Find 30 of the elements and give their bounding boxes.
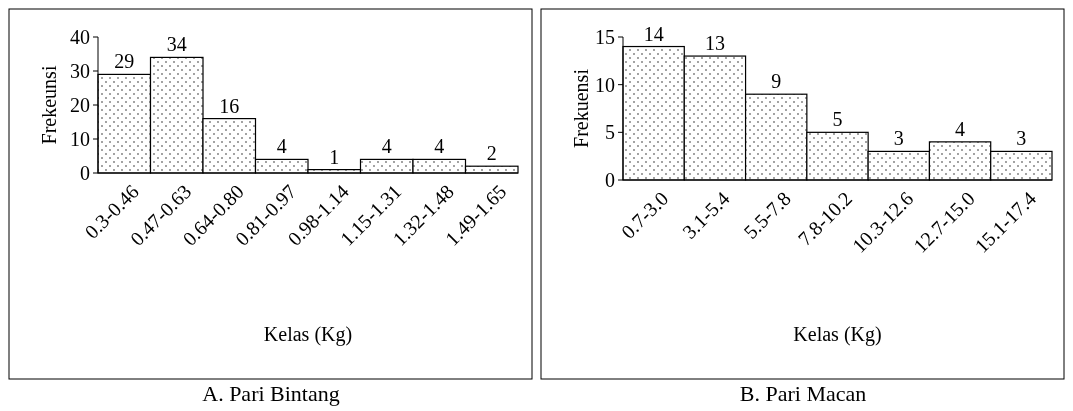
data-label: 13	[704, 32, 725, 55]
data-label: 4	[434, 135, 445, 158]
data-label: 16	[219, 94, 240, 117]
x-axis-title: Kelas (Kg)	[792, 323, 882, 346]
y-tick-label: 10	[70, 128, 90, 150]
data-label: 3	[893, 127, 904, 150]
data-label: 3	[1015, 127, 1026, 150]
y-tick-label: 0	[604, 169, 615, 191]
data-label: 1	[329, 145, 340, 168]
data-label: 5	[832, 108, 842, 131]
y-tick-label: 15	[594, 26, 615, 48]
y-tick-label: 10	[594, 73, 615, 96]
data-label: 9	[770, 70, 781, 93]
y-tick-label: 0	[80, 162, 90, 184]
data-label: 4	[381, 135, 392, 158]
text: B. Pari Macan	[739, 381, 866, 406]
data-label: 14	[643, 22, 664, 45]
y-tick-label: 40	[70, 26, 90, 48]
data-label: 34	[166, 33, 187, 56]
y-axis-title: Frekeunsi	[38, 65, 60, 145]
data-label: 4	[276, 135, 287, 158]
data-label: 4	[954, 117, 965, 140]
y-axis-title: Frekuensi	[569, 68, 592, 148]
y-tick-label: 5	[604, 121, 615, 144]
x-axis-title: Kelas (Kg)	[263, 323, 353, 346]
data-label: 29	[114, 50, 135, 73]
y-tick-label: 30	[70, 60, 90, 82]
data-label: 2	[486, 142, 497, 165]
text: A. Pari Bintang	[202, 381, 340, 406]
y-tick-label: 20	[70, 94, 90, 116]
